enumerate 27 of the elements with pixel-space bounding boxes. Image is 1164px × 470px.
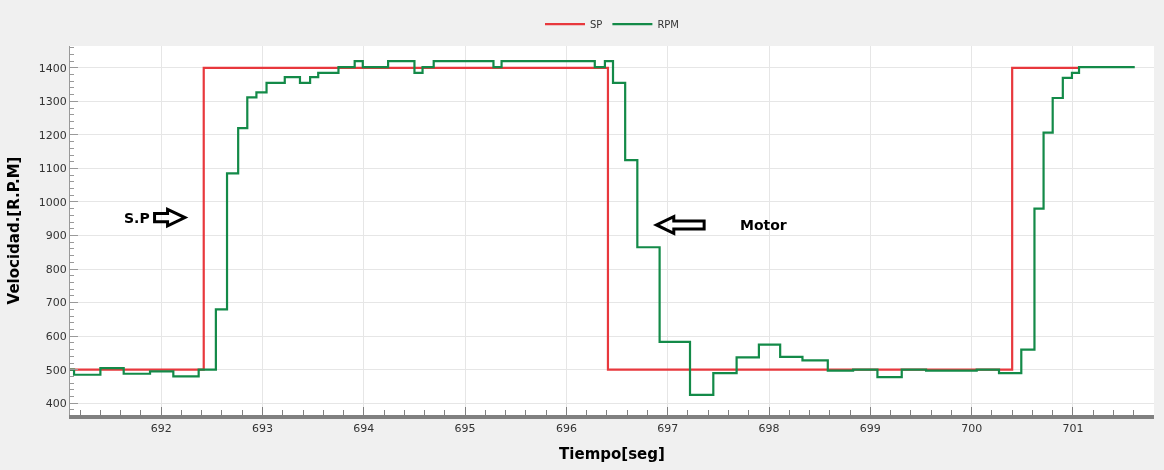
x-tick-label: 694 [353, 422, 375, 436]
y-tick-label: 1000 [38, 195, 67, 209]
legend-label: RPM [657, 19, 679, 31]
y-tick-label: 900 [45, 229, 67, 243]
y-tick-label: 400 [45, 397, 67, 411]
x-tick-label: 698 [758, 422, 780, 436]
y-tick-label: 800 [45, 262, 67, 276]
x-tick-label: 693 [251, 422, 273, 436]
y-tick-label: 1100 [38, 162, 67, 176]
x-axis-title: Tiempo[seg] [559, 444, 665, 463]
y-axis-title: Velocidad.[R.P.M] [5, 156, 24, 305]
y-tick-label: 700 [45, 296, 67, 310]
y-tick-label: 600 [45, 330, 67, 344]
x-tick-label: 696 [555, 422, 577, 436]
x-tick-label: 695 [454, 422, 476, 436]
annotation: Motor [740, 217, 787, 233]
x-tick-label: 697 [657, 422, 679, 436]
y-tick-label: 1400 [38, 61, 67, 75]
x-tick-label: 700 [961, 422, 983, 436]
x-tick-label: 699 [859, 422, 881, 436]
y-tick-label: 1200 [38, 128, 67, 142]
x-tick-label: 692 [150, 422, 172, 436]
y-tick-label: 500 [45, 363, 67, 377]
legend-label: SP [590, 19, 603, 31]
x-tick-label: 701 [1062, 422, 1084, 436]
annotation: S.P [124, 210, 150, 226]
y-tick-label: 1300 [38, 95, 67, 109]
